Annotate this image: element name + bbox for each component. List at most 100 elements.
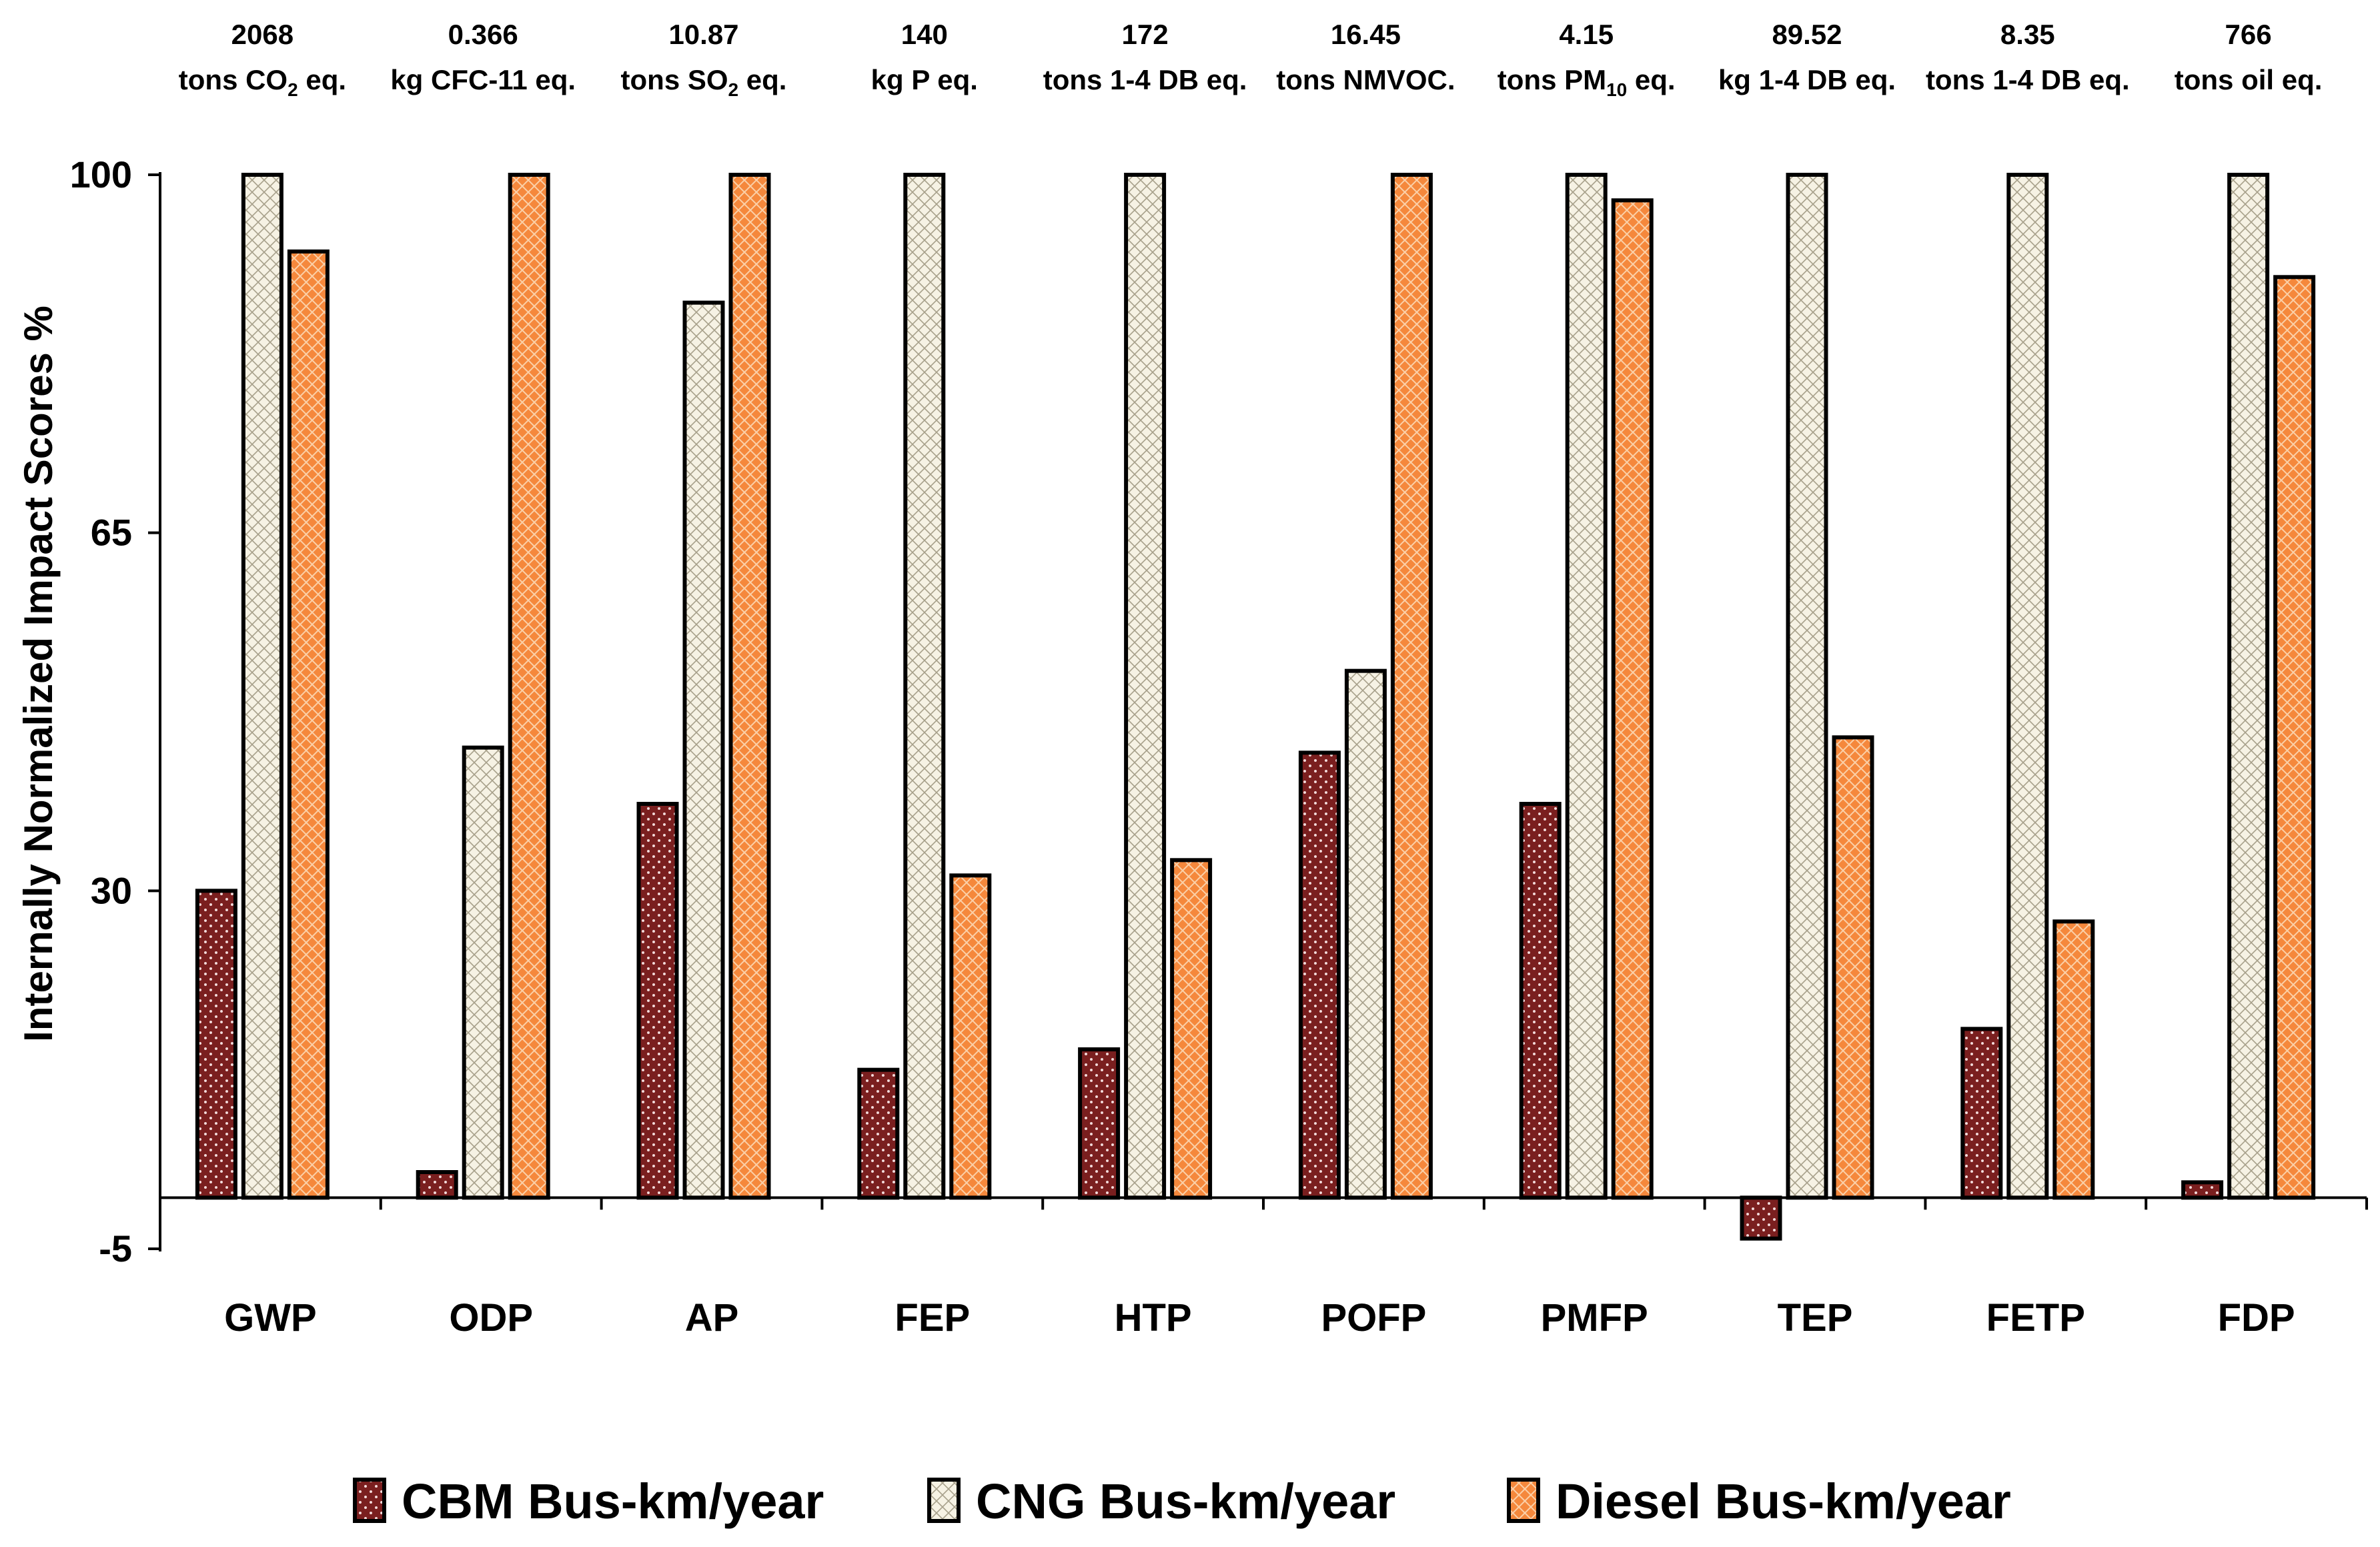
unit-subscript: 2 — [287, 79, 298, 100]
reference-unit: kg CFC-11 eq. — [390, 64, 576, 95]
unit-text: kg 1-4 DB eq. — [1718, 64, 1896, 95]
bar-cng-fetp — [2006, 173, 2049, 1200]
bar-diesel-htp — [1170, 858, 1213, 1200]
bar-diesel-fdp — [2273, 275, 2316, 1200]
bar-group-fep — [857, 173, 992, 1200]
bar-cng-htp — [1124, 173, 1167, 1200]
x-tick-label: PMFP — [1541, 1296, 1648, 1340]
legend: CBM Bus-km/year CNG Bus-km/year Diesel Bus… — [353, 1474, 2011, 1529]
y-tick-label: 65 — [91, 512, 132, 554]
bars — [195, 173, 2316, 1241]
bar-cng-ap — [682, 300, 725, 1200]
bar-group-fetp — [1960, 173, 2095, 1200]
bar-group-pofp — [1298, 173, 1433, 1200]
bar-group-htp — [1078, 173, 1213, 1200]
unit-text: kg CFC-11 eq. — [390, 64, 576, 95]
unit-text: tons CO — [179, 64, 287, 95]
x-tick-label: FDP — [2218, 1296, 2295, 1340]
x-tick-label: GWP — [224, 1296, 317, 1340]
bar-group-fdp — [2181, 173, 2316, 1200]
y-tick-label: 30 — [91, 869, 132, 911]
bar-diesel-fetp — [2052, 919, 2095, 1200]
bar-diesel-odp — [508, 173, 550, 1200]
bar-cbm-ap — [636, 802, 679, 1200]
bar-cng-fdp — [2227, 173, 2270, 1200]
bar-diesel-pmfp — [1611, 198, 1654, 1200]
bar-cbm-fetp — [1960, 1027, 2003, 1200]
reference-value: 89.52 — [1772, 19, 1842, 50]
bar-group-gwp — [195, 173, 330, 1200]
reference-unit: tons SO2 eq. — [621, 64, 787, 100]
x-tick-label: FETP — [1986, 1296, 2085, 1340]
unit-text: tons NMVOC. — [1276, 64, 1455, 95]
reference-value: 0.366 — [448, 19, 518, 50]
bar-diesel-fep — [949, 873, 992, 1200]
reference-value: 4.15 — [1559, 19, 1614, 50]
bar-diesel-tep — [1832, 735, 1874, 1200]
unit-subscript: 10 — [1606, 79, 1627, 100]
bar-group-pmfp — [1519, 173, 1654, 1200]
bar-cng-odp — [462, 745, 504, 1200]
unit-text: kg P eq. — [871, 64, 978, 95]
y-tick-label: 100 — [70, 153, 132, 195]
bar-group-odp — [416, 173, 550, 1200]
legend-label-cng: CNG Bus-km/year — [976, 1474, 1395, 1529]
reference-value: 2068 — [231, 19, 293, 50]
bar-group-tep — [1740, 173, 1874, 1241]
bar-cbm-fep — [857, 1067, 900, 1200]
reference-value: 766 — [2225, 19, 2272, 50]
legend-label-diesel: Diesel Bus-km/year — [1556, 1474, 2011, 1529]
x-tick-label: AP — [685, 1296, 739, 1340]
legend-item-cbm: CBM Bus-km/year — [353, 1474, 824, 1529]
unit-text: tons 1-4 DB eq. — [1043, 64, 1247, 95]
reference-value: 10.87 — [668, 19, 738, 50]
legend-swatch-cng — [927, 1478, 961, 1523]
reference-value: 140 — [901, 19, 948, 50]
unit-text: tons 1-4 DB eq. — [1926, 64, 2130, 95]
bar-cng-fep — [903, 173, 946, 1200]
unit-text: tons PM — [1498, 64, 1606, 95]
reference-unit: tons oil eq. — [2175, 64, 2323, 95]
x-tick-label: TEP — [1778, 1296, 1853, 1340]
bar-cbm-htp — [1078, 1047, 1121, 1200]
reference-unit: kg P eq. — [871, 64, 978, 95]
bar-diesel-gwp — [287, 249, 330, 1200]
reference-unit: kg 1-4 DB eq. — [1718, 64, 1896, 95]
reference-value: 8.35 — [2000, 19, 2055, 50]
x-tick-label: HTP — [1115, 1296, 1192, 1340]
bar-cng-tep — [1786, 173, 1828, 1200]
unit-text: eq. — [1627, 64, 1675, 95]
bar-cng-pofp — [1344, 668, 1387, 1200]
y-axis-label: Internally Normalized Impact Scores % — [16, 306, 61, 1042]
reference-unit: tons CO2 eq. — [179, 64, 346, 100]
bar-cbm-pofp — [1298, 750, 1341, 1200]
legend-item-diesel: Diesel Bus-km/year — [1507, 1474, 2011, 1529]
reference-unit: tons 1-4 DB eq. — [1926, 64, 2130, 95]
legend-swatch-cbm — [353, 1478, 386, 1523]
bar-diesel-pofp — [1390, 173, 1433, 1200]
bar-diesel-ap — [728, 173, 771, 1200]
reference-value: 172 — [1122, 19, 1169, 50]
reference-value: 16.45 — [1331, 19, 1401, 50]
bar-cng-gwp — [241, 173, 283, 1200]
bar-cbm-fdp — [2181, 1180, 2224, 1200]
reference-unit: tons PM10 eq. — [1498, 64, 1676, 100]
y-tick-label: -5 — [99, 1227, 132, 1269]
unit-text: eq. — [738, 64, 786, 95]
legend-label-cbm: CBM Bus-km/year — [402, 1474, 824, 1529]
unit-text: tons SO — [621, 64, 728, 95]
bar-cng-pmfp — [1565, 173, 1608, 1200]
bar-cbm-odp — [416, 1170, 458, 1200]
x-ticks: GWP ODP AP FEP HTP POFP PMFP TEP FETP FDP — [159, 1197, 2368, 1340]
reference-unit: tons NMVOC. — [1276, 64, 1455, 95]
unit-text: eq. — [298, 64, 346, 95]
x-tick-label: ODP — [449, 1296, 533, 1340]
y-ticks: -5 30 65 100 — [70, 153, 160, 1269]
unit-subscript: 2 — [728, 79, 739, 100]
x-tick-label: POFP — [1321, 1296, 1426, 1340]
x-tick-label: FEP — [895, 1296, 970, 1340]
legend-item-cng: CNG Bus-km/year — [927, 1474, 1395, 1529]
reference-unit: tons 1-4 DB eq. — [1043, 64, 1247, 95]
